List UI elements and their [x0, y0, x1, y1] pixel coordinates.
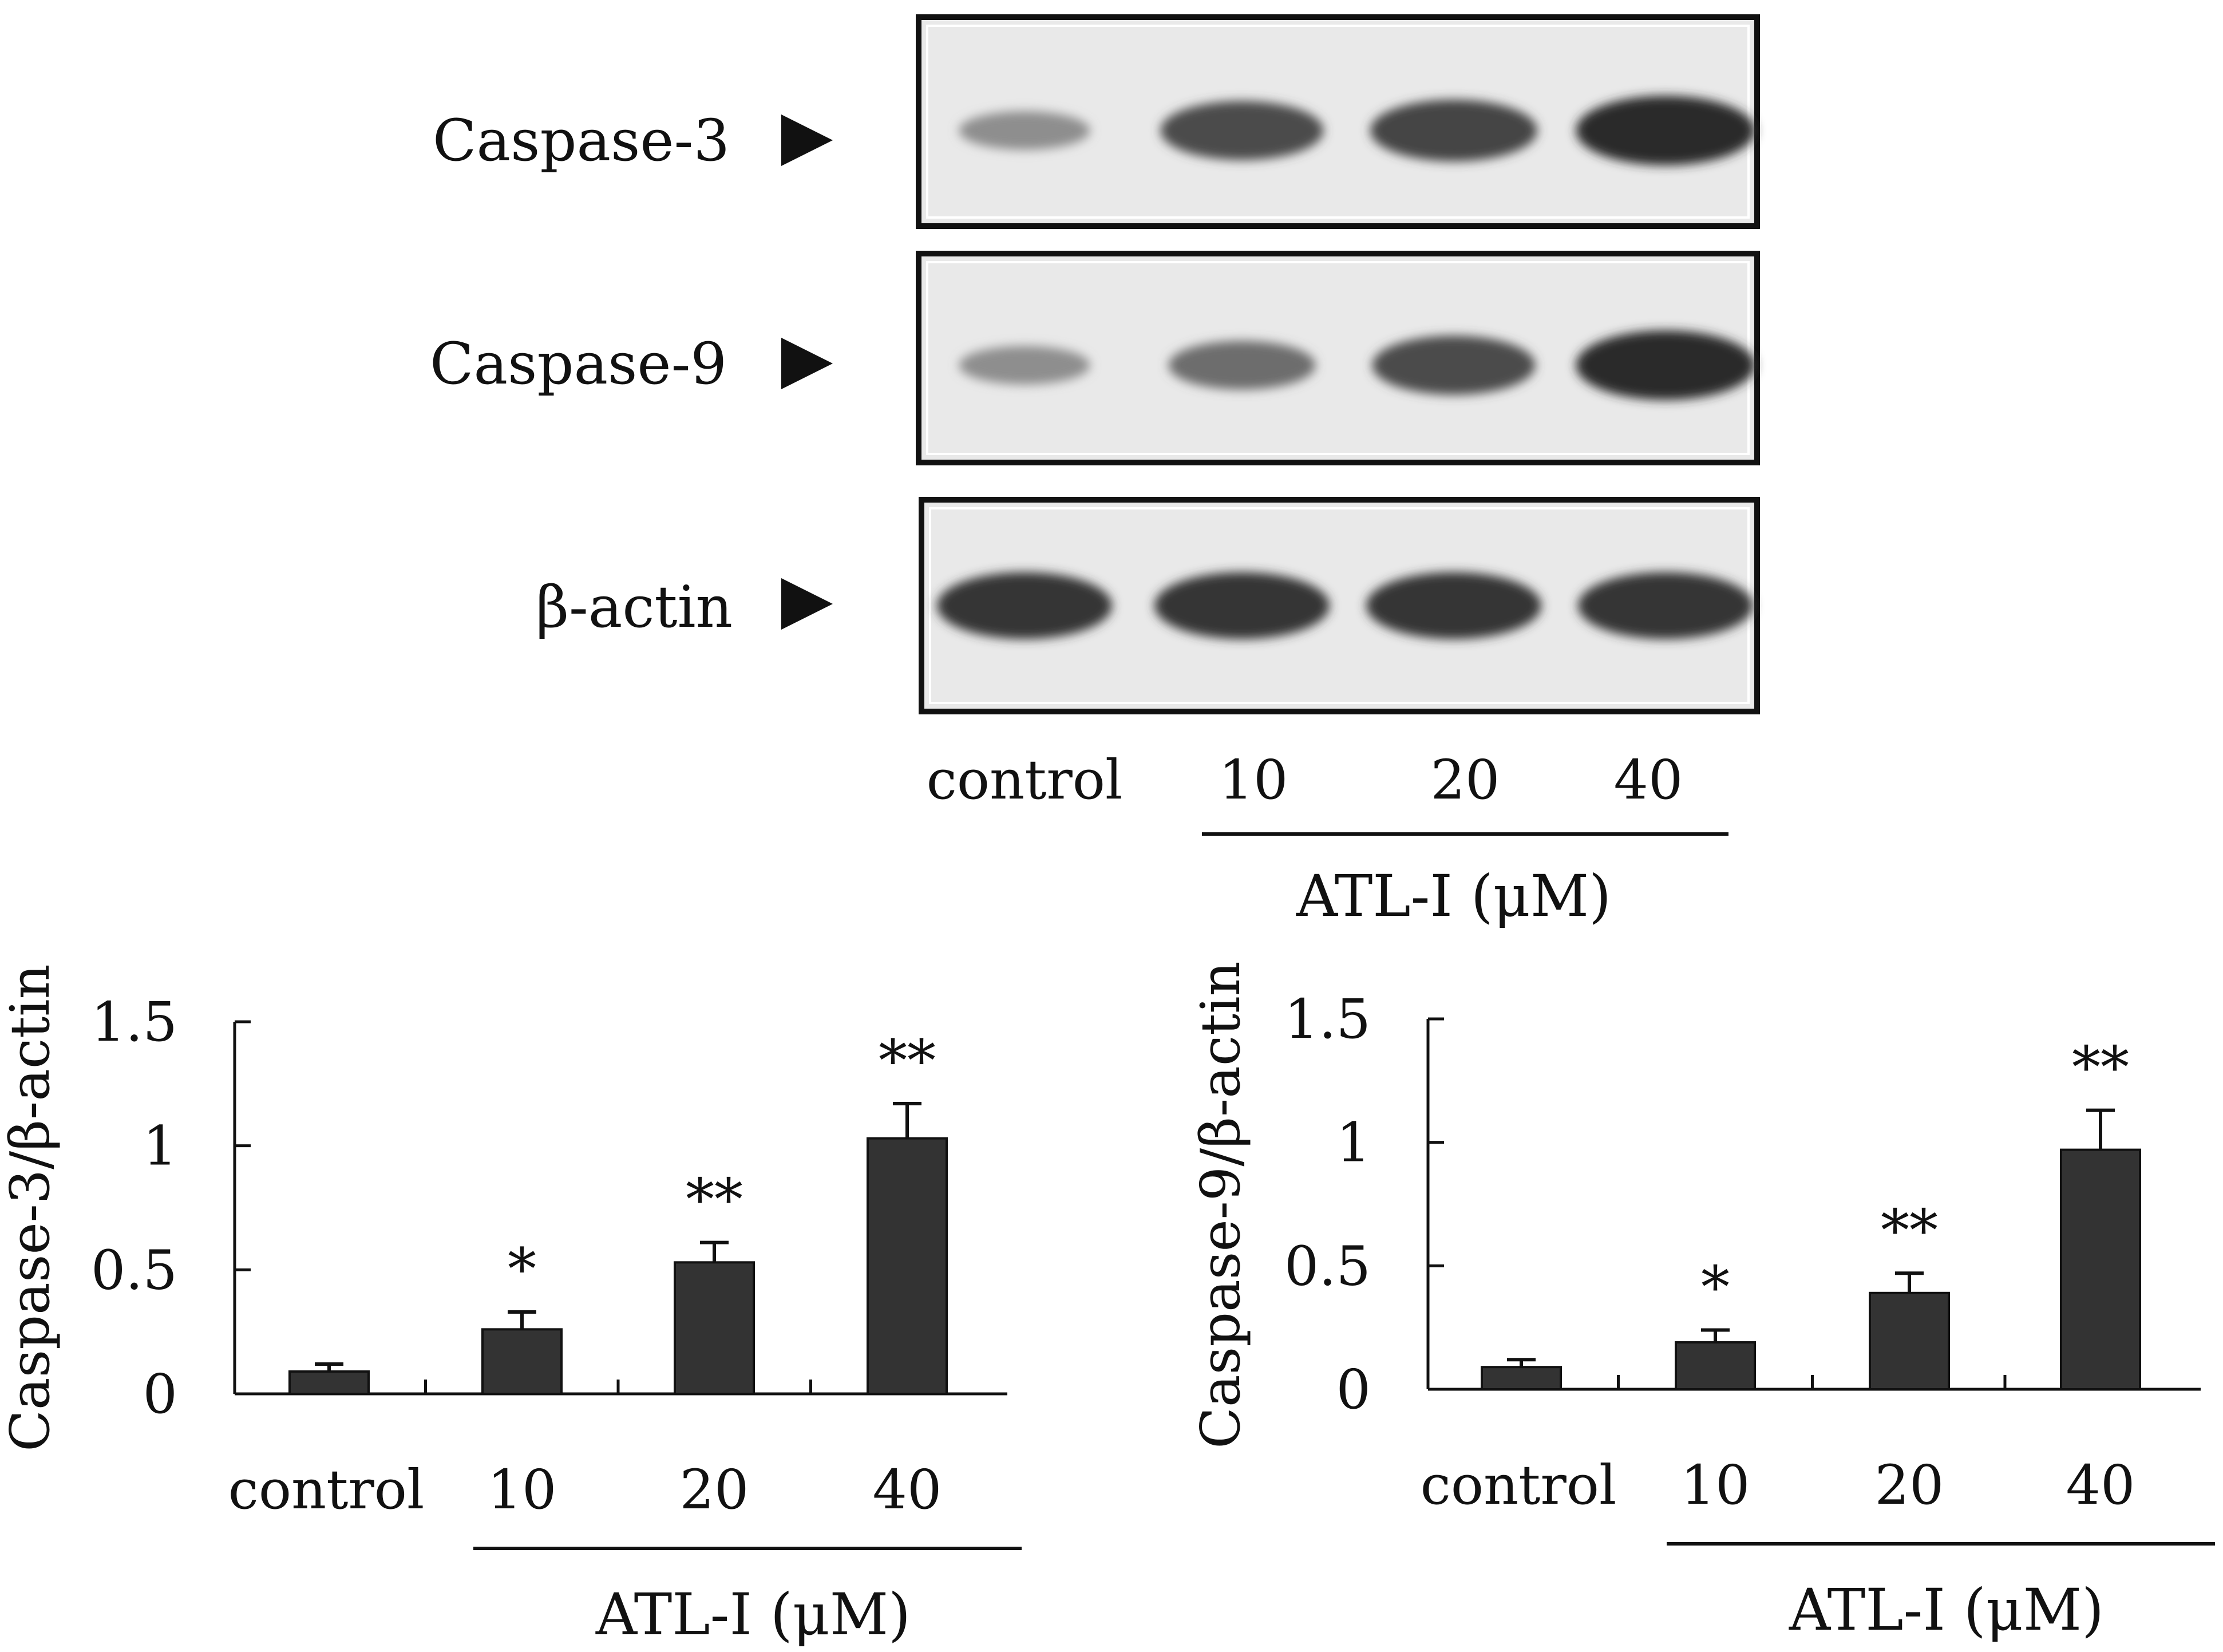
blot-band [959, 111, 1090, 150]
y-axis-label: Caspase-3/β-actin [0, 964, 62, 1452]
treatment-label: ATL-I (μM) [1296, 863, 1611, 930]
significance-mark: * [508, 1236, 536, 1303]
bar-chart-caspase-9: 0 0.5 1 1.5 Caspase-9/β-actin control * 10 ** 20 *… [1189, 961, 2215, 1643]
arrowhead-icon [781, 114, 833, 166]
blot-band [1578, 572, 1753, 639]
significance-mark: ** [1881, 1197, 1938, 1264]
blot-band [1154, 572, 1330, 639]
bar [1481, 1366, 1562, 1390]
significance-mark: ** [2072, 1034, 2129, 1101]
y-tick-label: 0 [1336, 1358, 1371, 1421]
blot-row-caspase-3: Caspase-3 [433, 14, 1760, 229]
blot-row-beta-actin: β-actin [536, 497, 1760, 714]
y-tick-label: 0.5 [1284, 1235, 1371, 1298]
category-label: 20 [1875, 1454, 1944, 1517]
category-label: 40 [2066, 1454, 2135, 1517]
blot-band [1576, 96, 1755, 165]
bar [481, 1328, 563, 1395]
category-label: 20 [680, 1459, 749, 1521]
lane-label-control: control [927, 749, 1123, 812]
category-label: 10 [488, 1459, 557, 1521]
category-label: 40 [873, 1459, 942, 1521]
lane-label-20: 20 [1431, 749, 1500, 812]
category-label: 10 [1681, 1454, 1750, 1517]
significance-mark: ** [686, 1167, 743, 1234]
bar-chart-caspase-3: 0 0.5 1 1.5 Caspase-3/β-actin control * 10 ** 20 *… [0, 964, 1022, 1648]
lane-label-10: 10 [1219, 749, 1288, 812]
y-tick-label: 1 [1336, 1112, 1371, 1175]
blot-band [1576, 330, 1755, 400]
lane-label-40: 40 [1614, 749, 1683, 812]
y-tick-label: 0.5 [91, 1239, 177, 1302]
blot-label: Caspase-3 [433, 107, 730, 174]
arrowhead-icon [781, 338, 833, 389]
significance-mark: * [1701, 1254, 1730, 1321]
y-tick-label: 1.5 [91, 991, 177, 1054]
blot-band [937, 572, 1112, 639]
blot-label: Caspase-9 [430, 330, 727, 397]
blot-row-caspase-9: Caspase-9 [430, 251, 1760, 465]
x-axis-label: ATL-I (μM) [1789, 1576, 2104, 1643]
western-blot: Caspase-3 Caspase-9 β-actin control 10 2… [430, 14, 1760, 930]
bar [867, 1137, 948, 1395]
blot-band [959, 346, 1090, 385]
blot-label: β-actin [536, 574, 733, 641]
blot-band [1372, 335, 1536, 395]
y-tick-label: 0 [143, 1363, 177, 1426]
y-tick-label: 1 [143, 1115, 177, 1178]
blot-band [1168, 341, 1316, 390]
y-tick-label: 1.5 [1284, 988, 1371, 1051]
category-label: control [228, 1459, 425, 1521]
bar [288, 1370, 370, 1395]
arrowhead-icon [781, 578, 833, 630]
blot-band [1160, 101, 1324, 160]
blot-band [1370, 100, 1537, 161]
blot-band [1366, 572, 1541, 639]
bar [1675, 1341, 1756, 1390]
bar [2060, 1148, 2141, 1391]
significance-mark: ** [879, 1027, 936, 1094]
x-axis-label: ATL-I (μM) [595, 1581, 911, 1648]
bar [1869, 1291, 1950, 1391]
bar [674, 1261, 755, 1395]
y-axis-label: Caspase-9/β-actin [1189, 961, 1252, 1449]
category-label: control [1421, 1454, 1617, 1517]
